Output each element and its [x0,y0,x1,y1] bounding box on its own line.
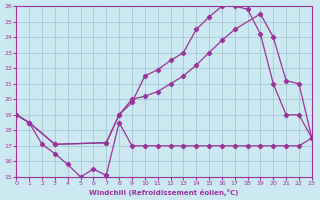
X-axis label: Windchill (Refroidissement éolien,°C): Windchill (Refroidissement éolien,°C) [89,189,239,196]
